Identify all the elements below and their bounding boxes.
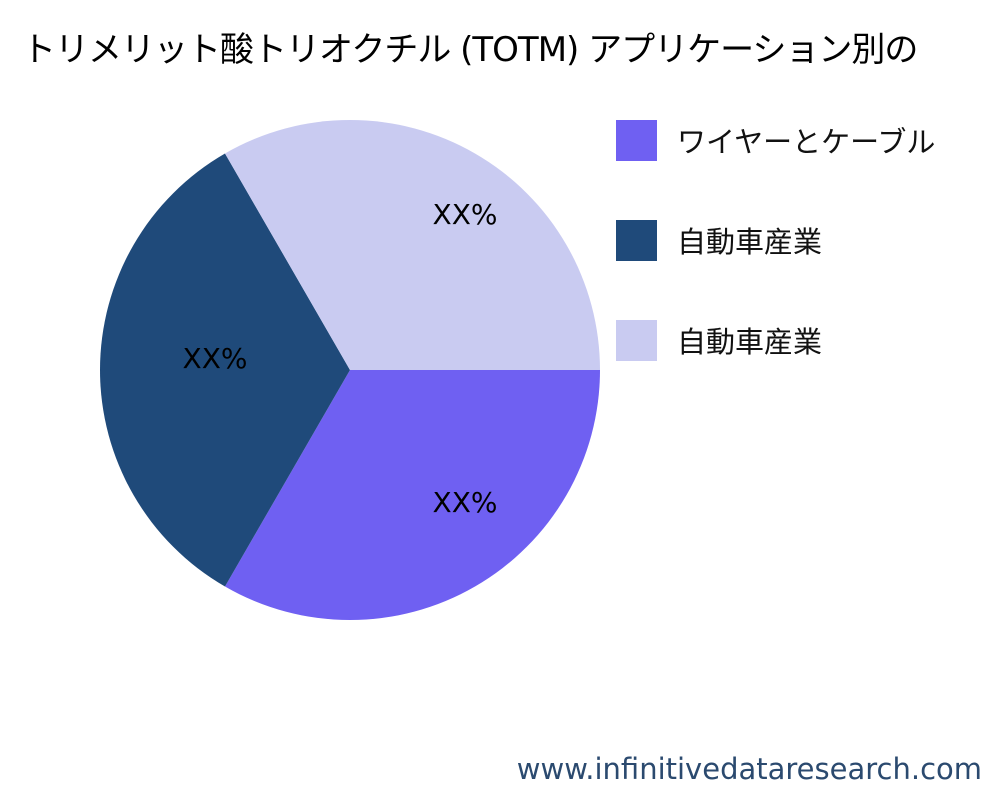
slice-data-label: XX% bbox=[183, 342, 248, 375]
legend-swatch bbox=[616, 319, 657, 361]
pie-slice bbox=[225, 370, 600, 620]
chart-title: トリメリット酸トリオクチル (TOTM) アプリケーション別の bbox=[22, 30, 918, 70]
legend-item: ワイヤーとケーブル bbox=[616, 119, 935, 161]
slice-data-label: XX% bbox=[433, 486, 498, 519]
slice-data-label: XX% bbox=[433, 198, 498, 231]
legend-label: 自動車産業 bbox=[677, 325, 823, 359]
legend-label: 自動車産業 bbox=[677, 225, 823, 259]
pie-slice bbox=[225, 119, 600, 370]
legend-item: 自動車産業 bbox=[616, 219, 822, 261]
footer-url[interactable]: www.infinitivedataresearch.com bbox=[516, 752, 982, 786]
legend-label: ワイヤーとケーブル bbox=[677, 125, 936, 159]
legend-swatch bbox=[616, 219, 657, 261]
legend-item: 自動車産業 bbox=[616, 319, 822, 361]
legend-swatch bbox=[616, 119, 657, 161]
